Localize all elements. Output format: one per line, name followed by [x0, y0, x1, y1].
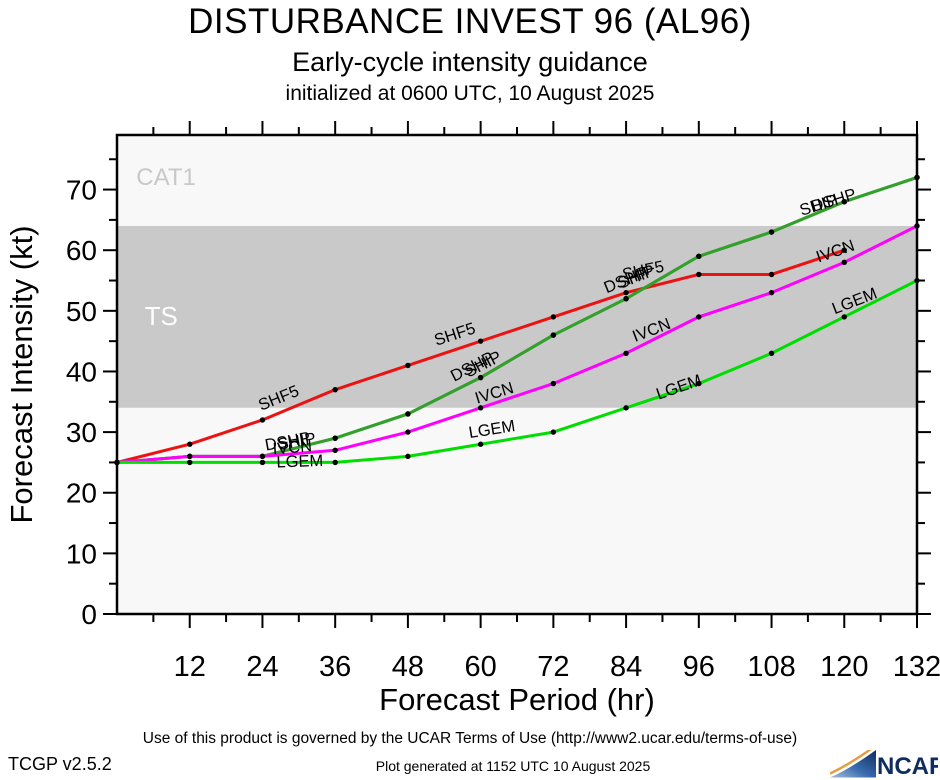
data-point-lgem-36h [332, 459, 338, 466]
series-line-ivcn [115, 224, 919, 464]
data-point-shf5-120h [841, 247, 847, 253]
data-point-ship-96h [696, 253, 702, 259]
ucar-terms-text: Use of this product is governed by the U… [142, 730, 798, 747]
data-point-ivcn-48h [405, 429, 411, 435]
data-point-lgem-120h [841, 314, 847, 320]
ncar-logo: NCAR [830, 750, 938, 778]
data-point-ship-72h [550, 332, 557, 338]
y-axis-title: Forecast Intensity (kt) [4, 225, 39, 523]
data-point-ivcn-108h [768, 289, 775, 296]
x-tick-label: 84 [610, 651, 642, 683]
data-point-ivcn-36h [332, 447, 338, 453]
ncar-swoosh-icon [830, 750, 876, 778]
page-subtitle: Early-cycle intensity guidance [292, 47, 648, 77]
y-tick-label: 0 [81, 599, 97, 630]
ncar-logo-text: NCAR [877, 753, 938, 778]
data-point-ivcn-12h [187, 453, 193, 460]
data-point-ship-48h [405, 411, 411, 417]
data-point-lgem-60h [477, 441, 484, 447]
x-tick-label: 132 [893, 651, 940, 683]
intensity-band-cat1 [117, 135, 917, 226]
x-tick-label: 24 [246, 651, 278, 683]
y-tick-label: 50 [66, 296, 97, 327]
data-point-ivcn-120h [841, 259, 847, 266]
intensity-band-td [117, 407, 917, 614]
data-point-shf5-12h [187, 441, 193, 447]
data-point-ship-120h [841, 198, 847, 205]
data-point-ship-84h [623, 296, 629, 302]
x-tick-label: 12 [174, 651, 206, 683]
band-label-cat1: CAT1 [136, 164, 196, 191]
data-point-lgem-48h [405, 453, 411, 460]
data-point-ship-60h [477, 374, 484, 381]
data-point-ivcn-72h [550, 380, 557, 387]
data-point-ivcn-84h [623, 350, 629, 356]
data-point-lgem-24h [259, 459, 266, 466]
data-point-lgem-72h [550, 429, 557, 435]
line-label-lgem: LGEM [276, 452, 323, 472]
data-point-shf5-24h [259, 417, 266, 423]
initialization-time-label: initialized at 0600 UTC, 10 August 2025 [285, 82, 655, 105]
data-point-lgem-108h [768, 350, 775, 356]
x-tick-label: 36 [319, 651, 351, 683]
data-point-lgem-84h [623, 405, 629, 411]
y-tick-label: 20 [66, 478, 97, 509]
x-tick-label: 60 [465, 651, 497, 683]
data-point-ship-36h [332, 435, 338, 441]
y-tick-label: 40 [66, 356, 97, 387]
x-tick-label: 108 [747, 651, 795, 683]
y-tick-label: 10 [66, 538, 97, 569]
x-tick-label: 96 [683, 651, 715, 683]
x-tick-label: 120 [820, 651, 868, 683]
app-version-label: TCGP v2.5.2 [8, 754, 112, 774]
intensity-band-ts [117, 225, 917, 408]
data-point-shf5-96h [696, 271, 702, 278]
x-axis-title: Forecast Period (hr) [379, 682, 655, 717]
y-tick-label: 30 [66, 417, 97, 448]
data-point-ivcn-24h [259, 453, 266, 460]
data-point-ivcn-60h [477, 405, 484, 411]
data-point-lgem-96h [696, 380, 702, 387]
band-label-ts: TS [145, 301, 178, 331]
data-point-ship-108h [768, 229, 775, 235]
data-point-lgem-12h [187, 459, 193, 466]
line-label-ivcn: IVCN [272, 437, 313, 458]
y-tick-label: 70 [66, 175, 97, 206]
page-title: DISTURBANCE INVEST 96 (AL96) [188, 2, 752, 41]
series-line-lgem [115, 279, 919, 464]
data-point-ivcn-96h [696, 314, 702, 320]
data-point-shf5-72h [550, 314, 557, 320]
y-tick-label: 60 [66, 235, 97, 266]
data-point-shf5-60h [477, 338, 484, 344]
data-point-shf5-84h [623, 289, 629, 296]
plot-generated-timestamp: Plot generated at 1152 UTC 10 August 202… [375, 758, 651, 774]
x-tick-label: 72 [537, 651, 569, 683]
data-point-shf5-48h [405, 362, 411, 369]
data-point-shf5-108h [768, 271, 775, 278]
x-tick-label: 48 [392, 651, 424, 683]
plot-frame [115, 133, 919, 616]
data-point-shf5-36h [332, 386, 338, 393]
